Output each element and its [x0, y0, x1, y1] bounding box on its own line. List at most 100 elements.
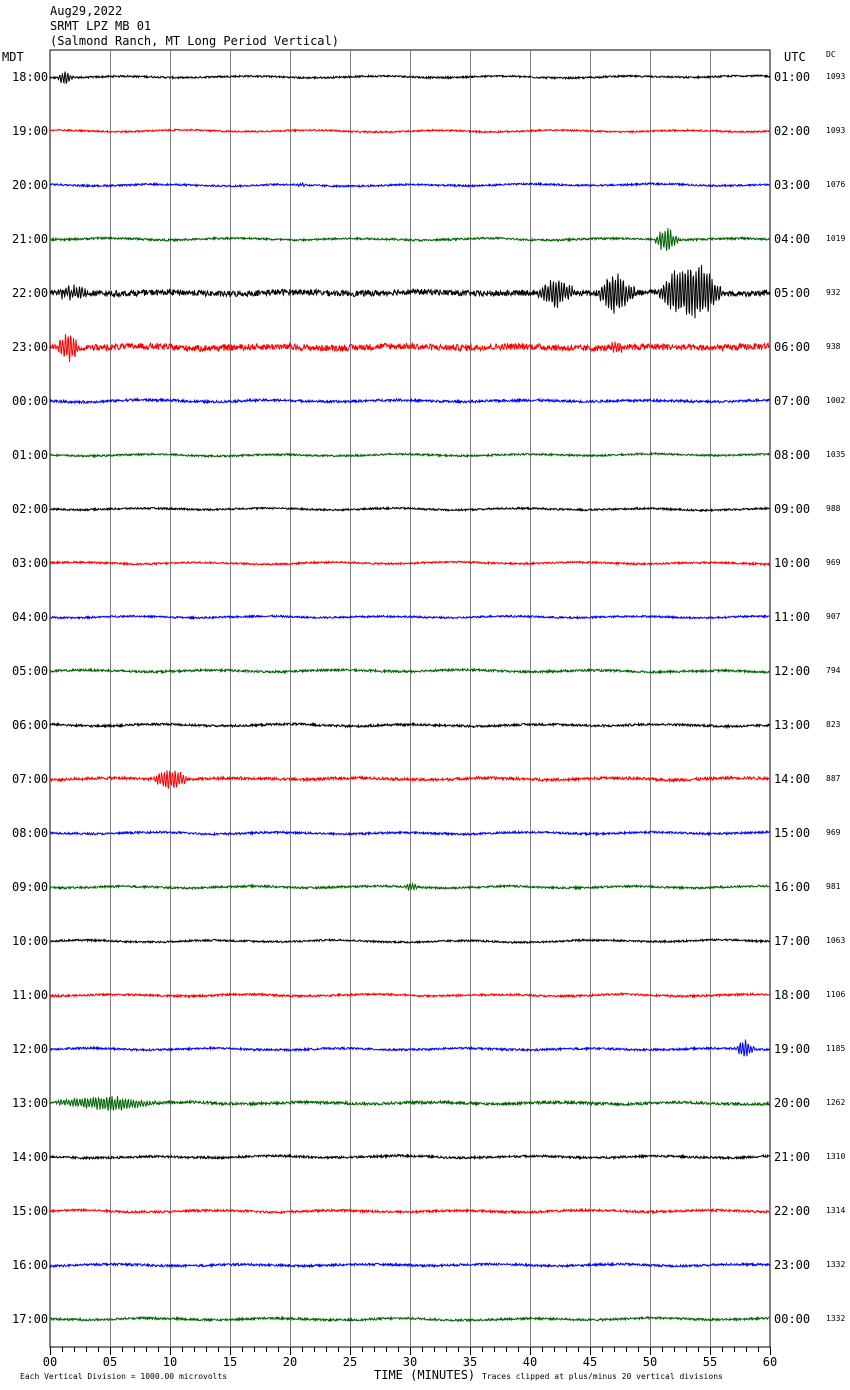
- seismic-trace: [49, 1315, 771, 1323]
- utc-hour-label: 13:00: [774, 718, 811, 732]
- seismic-trace: [49, 1039, 771, 1057]
- dc-offset-value: 969: [826, 828, 841, 837]
- mdt-hour-label: 16:00: [12, 1258, 49, 1272]
- seismic-trace: [49, 264, 771, 319]
- x-tick-label: 60: [763, 1355, 777, 1369]
- seismic-trace: [49, 721, 771, 730]
- mdt-hour-label: 22:00: [12, 286, 49, 300]
- dc-offset-value: 1314: [826, 1206, 846, 1215]
- utc-hour-label: 05:00: [774, 286, 811, 300]
- mdt-hour-label: 14:00: [12, 1150, 49, 1164]
- mdt-hour-label: 05:00: [12, 664, 49, 678]
- seismic-trace: [49, 560, 771, 567]
- utc-hour-label: 04:00: [774, 232, 811, 246]
- utc-hour-label: 19:00: [774, 1042, 811, 1056]
- mdt-hour-label: 11:00: [12, 988, 49, 1002]
- dc-offset-value: 1106: [826, 990, 846, 999]
- mdt-hour-label: 08:00: [12, 826, 49, 840]
- utc-hour-label: 14:00: [774, 772, 811, 786]
- mdt-hour-label: 02:00: [12, 502, 49, 516]
- seismic-trace: [49, 770, 771, 789]
- seismic-trace: [49, 181, 771, 189]
- dc-offset-value: 938: [826, 342, 841, 351]
- seismic-trace: [49, 1261, 771, 1269]
- utc-hour-label: 03:00: [774, 178, 811, 192]
- utc-hour-label: 23:00: [774, 1258, 811, 1272]
- dc-offset-value: 1185: [826, 1044, 846, 1053]
- x-tick-label: 35: [463, 1355, 477, 1369]
- station-code: SRMT LPZ MB 01: [50, 19, 152, 33]
- x-axis-title: TIME (MINUTES): [374, 1368, 476, 1382]
- plot-grid: [49, 49, 771, 1348]
- utc-hour-label: 15:00: [774, 826, 811, 840]
- dc-offset-value: 1063: [826, 936, 846, 945]
- dc-offset-value: 907: [826, 612, 841, 621]
- x-tick-label: 40: [523, 1355, 537, 1369]
- seismic-trace: [49, 1153, 771, 1161]
- dc-offset-value: 1310: [826, 1152, 846, 1161]
- dc-offset-value: 1035: [826, 450, 846, 459]
- dc-offset-value: 1262: [826, 1098, 846, 1107]
- mdt-hour-label: 18:00: [12, 70, 49, 84]
- x-tick-label: 00: [43, 1355, 57, 1369]
- x-tick-label: 55: [703, 1355, 717, 1369]
- utc-hour-label: 07:00: [774, 394, 811, 408]
- mdt-hour-label: 00:00: [12, 394, 49, 408]
- seismic-trace: [49, 505, 771, 513]
- utc-hour-label: 17:00: [774, 934, 811, 948]
- dc-offset-value: 932: [826, 288, 841, 297]
- dc-offset-value: 1093: [826, 72, 846, 81]
- mdt-hour-label: 09:00: [12, 880, 49, 894]
- seismic-trace: [49, 991, 770, 999]
- dc-column-label: DC: [826, 50, 836, 59]
- mdt-hour-label: 17:00: [12, 1312, 49, 1326]
- utc-hour-label: 21:00: [774, 1150, 811, 1164]
- seismic-trace: [49, 937, 771, 945]
- seismic-trace: [50, 397, 771, 405]
- seismic-trace: [49, 1095, 771, 1111]
- x-tick-label: 45: [583, 1355, 597, 1369]
- dc-offset-value: 969: [826, 558, 841, 567]
- x-tick-label: 10: [163, 1355, 177, 1369]
- utc-hour-label: 12:00: [774, 664, 811, 678]
- x-tick-label: 05: [103, 1355, 117, 1369]
- dc-offset-value: 1093: [826, 126, 846, 135]
- mdt-hour-label: 03:00: [12, 556, 49, 570]
- seismic-trace: [49, 667, 771, 675]
- x-tick-label: 25: [343, 1355, 357, 1369]
- mdt-hour-label: 10:00: [12, 934, 49, 948]
- mdt-hour-label: 12:00: [12, 1042, 49, 1056]
- mdt-hour-label: 20:00: [12, 178, 49, 192]
- mdt-hour-label: 21:00: [12, 232, 49, 246]
- mdt-hour-label: 23:00: [12, 340, 49, 354]
- utc-hour-label: 16:00: [774, 880, 811, 894]
- mdt-hour-label: 06:00: [12, 718, 49, 732]
- right-timezone-label: UTC: [784, 50, 806, 64]
- utc-hour-label: 01:00: [774, 70, 811, 84]
- dc-offset-value: 823: [826, 720, 841, 729]
- dc-offset-value: 887: [826, 774, 841, 783]
- utc-hour-label: 08:00: [774, 448, 811, 462]
- record-date: Aug29,2022: [50, 4, 123, 18]
- utc-hour-label: 10:00: [774, 556, 811, 570]
- seismic-traces: [49, 71, 771, 1323]
- seismic-trace: [49, 71, 771, 85]
- utc-hour-label: 11:00: [774, 610, 811, 624]
- seismic-trace: [49, 451, 771, 459]
- seismic-trace: [49, 829, 771, 837]
- dc-offset-value: 981: [826, 882, 841, 891]
- seismic-trace: [50, 1207, 771, 1215]
- x-tick-label: 20: [283, 1355, 297, 1369]
- seismic-trace: [49, 228, 771, 251]
- x-tick-label: 50: [643, 1355, 657, 1369]
- x-tick-label: 30: [403, 1355, 417, 1369]
- time-axis: 00 05 10 15 20 25 30 35 40 45 50 55 60: [43, 1347, 777, 1369]
- utc-hour-label: 22:00: [774, 1204, 811, 1218]
- dc-offset-value: 794: [826, 666, 841, 675]
- mdt-hour-label: 04:00: [12, 610, 49, 624]
- dc-offset-value: 1332: [826, 1314, 846, 1323]
- seismic-trace: [49, 881, 771, 892]
- x-tick-label: 15: [223, 1355, 237, 1369]
- utc-hour-label: 02:00: [774, 124, 811, 138]
